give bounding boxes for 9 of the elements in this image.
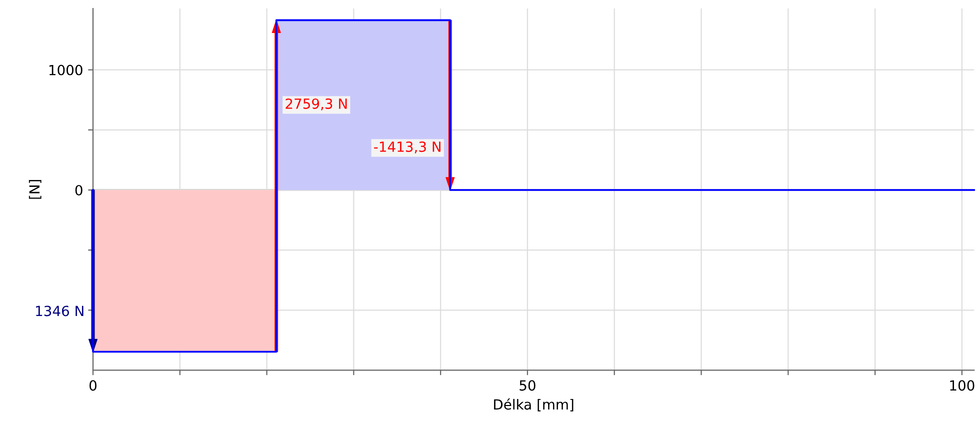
y-axis-title: [N] <box>28 180 42 199</box>
annotation: 2759,3 N <box>286 98 347 110</box>
x-axis-title: Délka [mm] <box>494 398 574 412</box>
x-tick-label: 0 <box>90 380 96 391</box>
x-tick-label: 100 <box>950 380 974 391</box>
y-tick-label: 1000 <box>49 64 82 76</box>
x-tick-label: 50 <box>520 380 536 391</box>
annotation: -1413,3 N <box>374 141 440 154</box>
annotation: 1346 N <box>36 306 84 316</box>
